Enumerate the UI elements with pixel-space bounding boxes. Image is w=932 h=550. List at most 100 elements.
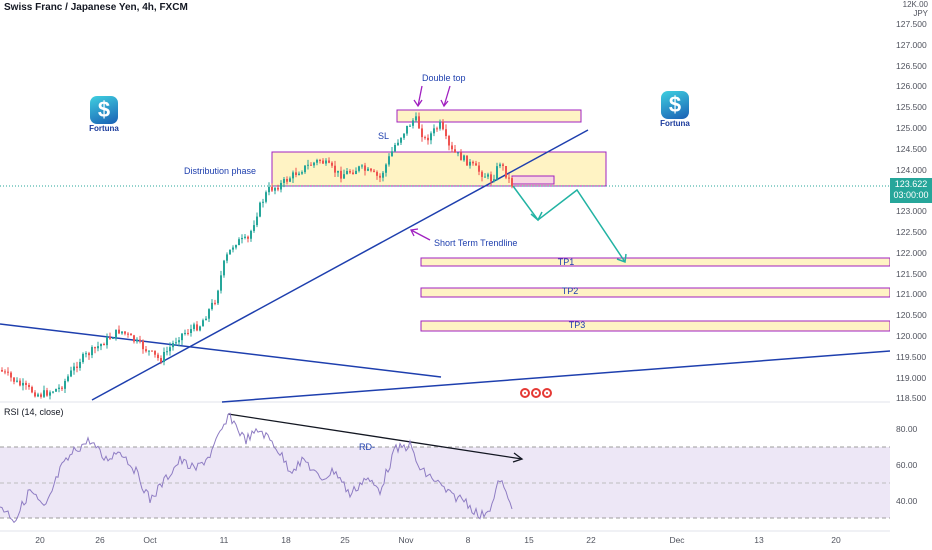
candle-body bbox=[199, 326, 201, 331]
tp2-zone[interactable] bbox=[420, 287, 890, 298]
reaction-icon[interactable] bbox=[520, 388, 530, 398]
candle-body bbox=[298, 173, 300, 176]
candle-body bbox=[151, 350, 153, 352]
distribution-zone[interactable] bbox=[271, 151, 607, 187]
candle-body bbox=[154, 350, 156, 355]
candle-body bbox=[13, 377, 15, 382]
tp1-zone[interactable] bbox=[420, 257, 890, 267]
candle-body bbox=[94, 347, 96, 349]
tp3-zone[interactable] bbox=[420, 320, 890, 332]
descending-trendline[interactable] bbox=[0, 323, 442, 378]
candle-body bbox=[169, 347, 171, 352]
price-tick: 127.000 bbox=[896, 39, 927, 50]
chart-canvas[interactable] bbox=[0, 0, 890, 550]
reaction-icons[interactable] bbox=[520, 385, 560, 401]
candle-body bbox=[91, 347, 93, 356]
fortuna-logo-text: Fortuna bbox=[89, 124, 119, 133]
candle-body bbox=[400, 137, 402, 143]
price-tick: 122.500 bbox=[896, 227, 927, 237]
candle-body bbox=[16, 380, 18, 382]
candle-body bbox=[472, 161, 474, 164]
reaction-icon[interactable] bbox=[531, 388, 541, 398]
candle-body bbox=[355, 170, 357, 175]
price-tick: 120.500 bbox=[896, 310, 927, 321]
price-tick: 121.000 bbox=[896, 289, 927, 300]
candle-body bbox=[337, 170, 339, 173]
tp3-label: TP3 bbox=[568, 320, 586, 330]
candle-body bbox=[130, 333, 132, 336]
candle-body bbox=[196, 324, 198, 331]
candle-body bbox=[70, 370, 72, 377]
candle-body bbox=[301, 172, 303, 174]
entry-box[interactable] bbox=[511, 175, 555, 185]
candle-body bbox=[283, 178, 285, 183]
candle-body bbox=[190, 329, 192, 334]
candle-body bbox=[304, 165, 306, 173]
price-tick: 126.500 bbox=[896, 60, 927, 71]
candle-body bbox=[403, 133, 405, 138]
candle-body bbox=[250, 230, 252, 239]
candle-body bbox=[67, 376, 69, 381]
candle-body bbox=[112, 337, 114, 339]
rsi-tick-40: 40.00 bbox=[896, 496, 918, 506]
candle-body bbox=[352, 172, 354, 175]
date-tick: 20 bbox=[35, 535, 45, 545]
candle-body bbox=[481, 171, 483, 177]
candle-body bbox=[385, 164, 387, 173]
distribution-label: Distribution phase bbox=[184, 166, 257, 176]
candle-body bbox=[508, 177, 510, 179]
candle-body bbox=[313, 162, 315, 166]
candle-body bbox=[139, 339, 141, 342]
price-tick: 124.000 bbox=[896, 164, 927, 175]
double-top-arrow-left-head bbox=[413, 99, 423, 108]
candle-body bbox=[346, 171, 348, 175]
candle-body bbox=[187, 332, 189, 334]
candle-body bbox=[484, 176, 486, 178]
rsi-divergence-line[interactable] bbox=[227, 413, 523, 460]
candle-body bbox=[106, 336, 108, 346]
candle-body bbox=[7, 371, 9, 373]
candle-body bbox=[439, 121, 441, 129]
candle-body bbox=[367, 168, 369, 171]
tp1-label: TP1 bbox=[557, 257, 575, 267]
date-tick: 25 bbox=[340, 535, 350, 545]
candle-body bbox=[307, 164, 309, 166]
candle-body bbox=[259, 202, 261, 217]
candle-body bbox=[58, 387, 60, 390]
candle-body bbox=[28, 384, 30, 388]
candle-body bbox=[262, 201, 264, 203]
candle-body bbox=[25, 382, 27, 385]
candle-body bbox=[43, 390, 45, 397]
candle-body bbox=[295, 172, 297, 176]
candle-body bbox=[166, 351, 168, 353]
candle-body bbox=[469, 161, 471, 166]
candle-body bbox=[511, 178, 513, 187]
rsi-label[interactable]: RSI (14, close) bbox=[4, 407, 64, 417]
candle-body bbox=[445, 129, 447, 137]
candle-body bbox=[103, 344, 105, 346]
candle-body bbox=[460, 152, 462, 161]
projection-arrow-1 bbox=[530, 211, 543, 222]
candle-body bbox=[109, 336, 111, 339]
candle-body bbox=[244, 236, 246, 238]
candle-body bbox=[34, 392, 36, 397]
date-tick: Oct bbox=[143, 535, 157, 545]
reaction-icon[interactable] bbox=[542, 388, 552, 398]
double-top-label: Double top bbox=[422, 73, 466, 83]
date-tick: 13 bbox=[754, 535, 764, 545]
candle-body bbox=[232, 247, 234, 250]
candle-body bbox=[463, 155, 465, 161]
ascending-trendline-long[interactable] bbox=[221, 350, 890, 403]
candle-body bbox=[52, 391, 54, 393]
axis-unit: 12K.00 JPY bbox=[898, 0, 928, 18]
fortuna-logo-left: $ Fortuna bbox=[86, 96, 122, 133]
candle-body bbox=[328, 160, 330, 163]
projection-path[interactable] bbox=[512, 185, 626, 263]
candle-body bbox=[121, 331, 123, 334]
candle-body bbox=[1, 370, 3, 372]
fortuna-logo-right: $ Fortuna bbox=[657, 91, 693, 128]
candle-body bbox=[46, 390, 48, 396]
double-top-zone[interactable] bbox=[396, 109, 582, 123]
candle-body bbox=[433, 128, 435, 134]
candle-body bbox=[376, 171, 378, 176]
